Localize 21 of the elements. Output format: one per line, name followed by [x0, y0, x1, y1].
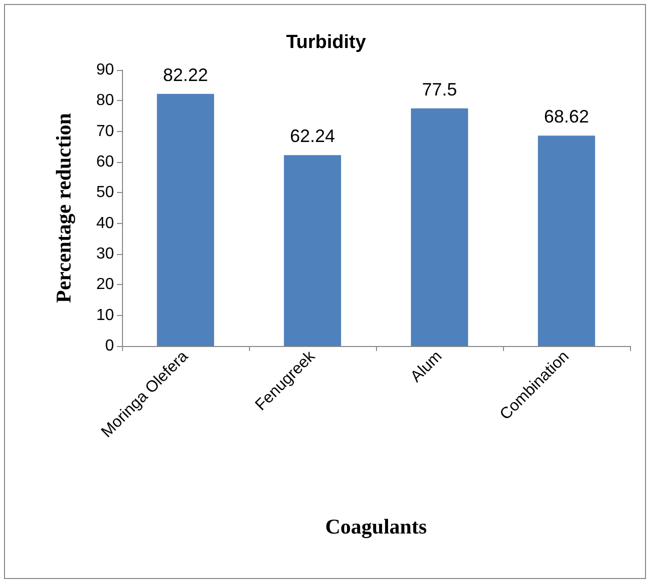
y-tick-label: 50 [96, 184, 114, 202]
y-tick-label: 60 [96, 154, 114, 170]
y-tick-label: 20 [96, 276, 114, 294]
data-label: 77.5 [422, 79, 458, 100]
data-label: 82.22 [162, 64, 208, 85]
bar [538, 136, 596, 346]
chart-title: Turbidity [286, 32, 366, 53]
y-tick-label: 80 [96, 92, 114, 110]
data-label: 62.24 [290, 126, 336, 146]
y-tick-label: 40 [96, 214, 114, 232]
y-tick-label: 70 [96, 122, 114, 140]
y-axis-title: Percentage reduction [52, 112, 76, 303]
bar [410, 108, 468, 346]
data-label: 68.62 [544, 106, 590, 127]
x-axis-title: Coagulants [325, 514, 427, 538]
bar [156, 94, 214, 346]
bar [284, 155, 342, 346]
y-tick-label: 10 [96, 306, 114, 324]
y-tick-label: 0 [105, 338, 114, 354]
y-tick-label: 30 [96, 246, 114, 262]
y-tick-label: 90 [96, 62, 114, 78]
